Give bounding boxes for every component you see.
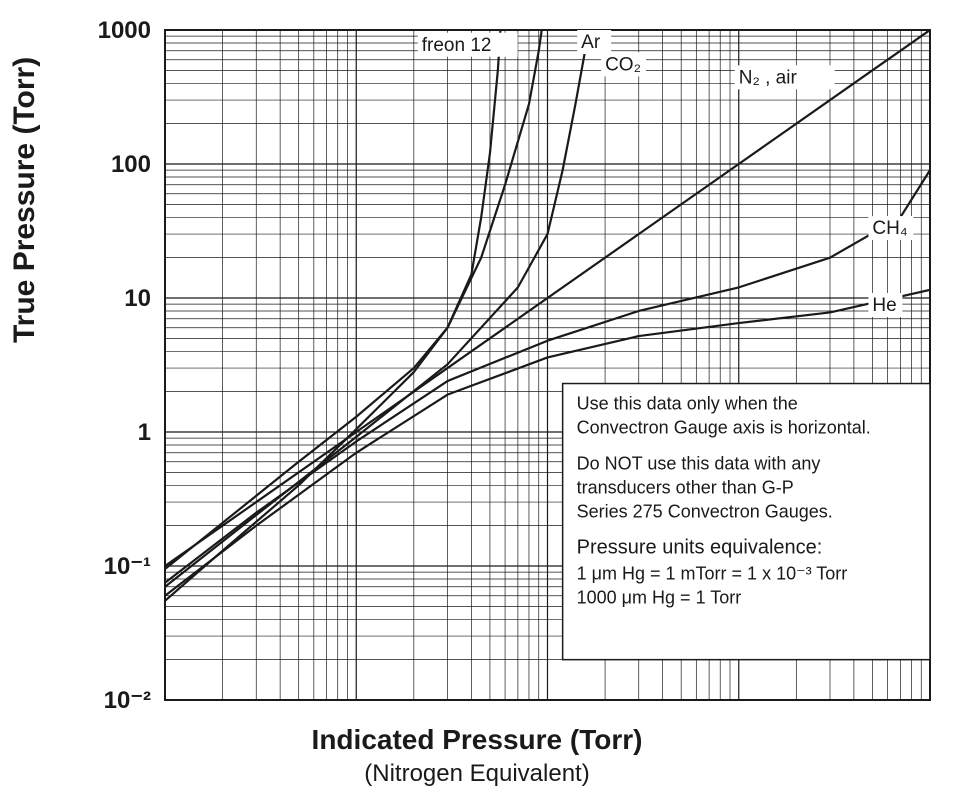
note-line: transducers other than G-P [577, 478, 794, 498]
series-label-CO2: CO₂ [605, 54, 641, 75]
y-tick-label: 1 [138, 419, 151, 446]
y-tick-label: 1000 [98, 17, 151, 44]
series-label-freon12: freon 12 [422, 35, 492, 56]
note-line: Series 275 Convectron Gauges. [577, 502, 833, 522]
series-label-CH4: CH₄ [872, 218, 907, 239]
note-line: Convectron Gauge axis is horizontal. [577, 418, 871, 438]
y-tick-label: 10 [124, 285, 151, 312]
y-tick-label: 10⁻¹ [104, 553, 151, 580]
note-line: 1 μm Hg = 1 mTorr = 1 x 10⁻³ Torr [577, 564, 848, 584]
y-tick-label: 10⁻² [104, 687, 151, 714]
x-axis-sublabel: (Nitrogen Equivalent) [0, 760, 954, 788]
y-axis-label: True Pressure (Torr) [8, 57, 42, 343]
note-line: Use this data only when the [577, 394, 798, 414]
series-label-Ar: Ar [581, 32, 601, 53]
chart-canvas: 10⁻² 10⁻¹ 1 10 100 1000 Use this data only whe… [0, 0, 954, 800]
series-label-He: He [872, 295, 896, 316]
series-label-N2_air: N₂ , air [739, 67, 798, 88]
note-line: Do NOT use this data with any [577, 454, 821, 474]
y-tick-label: 100 [111, 151, 151, 178]
x-axis-label: Indicated Pressure (Torr) [0, 724, 954, 756]
note-line: Pressure units equivalence: [577, 537, 823, 559]
note-line: 1000 μm Hg = 1 Torr [577, 588, 742, 608]
